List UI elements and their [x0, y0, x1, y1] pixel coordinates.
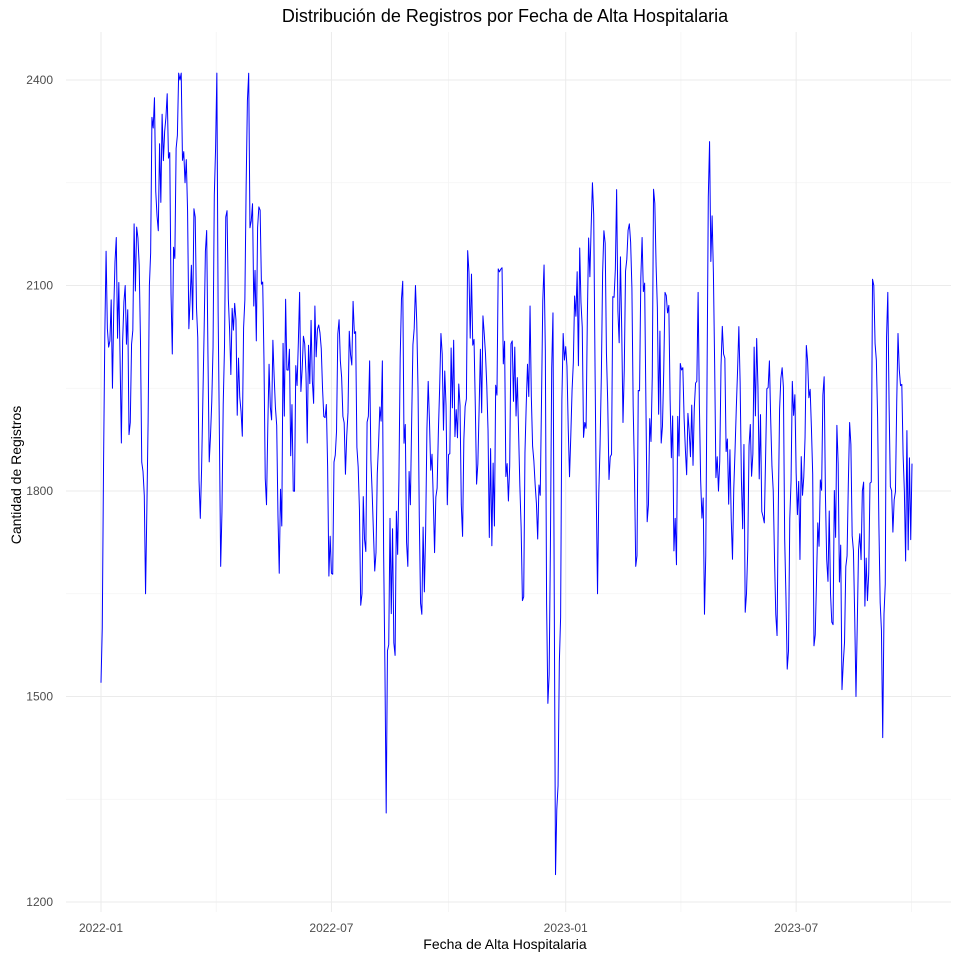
- x-tick-labels: 2022-01 2022-07 2023-01 2023-07: [79, 921, 819, 935]
- x-tick-label: 2022-07: [309, 921, 353, 935]
- y-axis-title: Cantidad de Registros: [8, 406, 24, 545]
- series-line-registros: [100, 72, 913, 876]
- y-tick-label: 1800: [26, 484, 53, 498]
- chart-title: Distribución de Registros por Fecha de A…: [282, 6, 729, 26]
- minor-x-gridlines: [215, 32, 912, 912]
- minor-y-gridlines: [66, 182, 951, 800]
- y-tick-label: 1500: [26, 690, 53, 704]
- x-tick-label: 2023-07: [774, 921, 818, 935]
- x-axis-title: Fecha de Alta Hospitalaria: [423, 936, 587, 952]
- x-tick-label: 2023-01: [544, 921, 588, 935]
- y-tick-label: 1200: [26, 895, 53, 909]
- y-tick-labels: 1200 1500 1800 2100 2400: [26, 73, 53, 909]
- y-tick-label: 2100: [26, 279, 53, 293]
- y-tick-label: 2400: [26, 73, 53, 87]
- x-tick-label: 2022-01: [79, 921, 123, 935]
